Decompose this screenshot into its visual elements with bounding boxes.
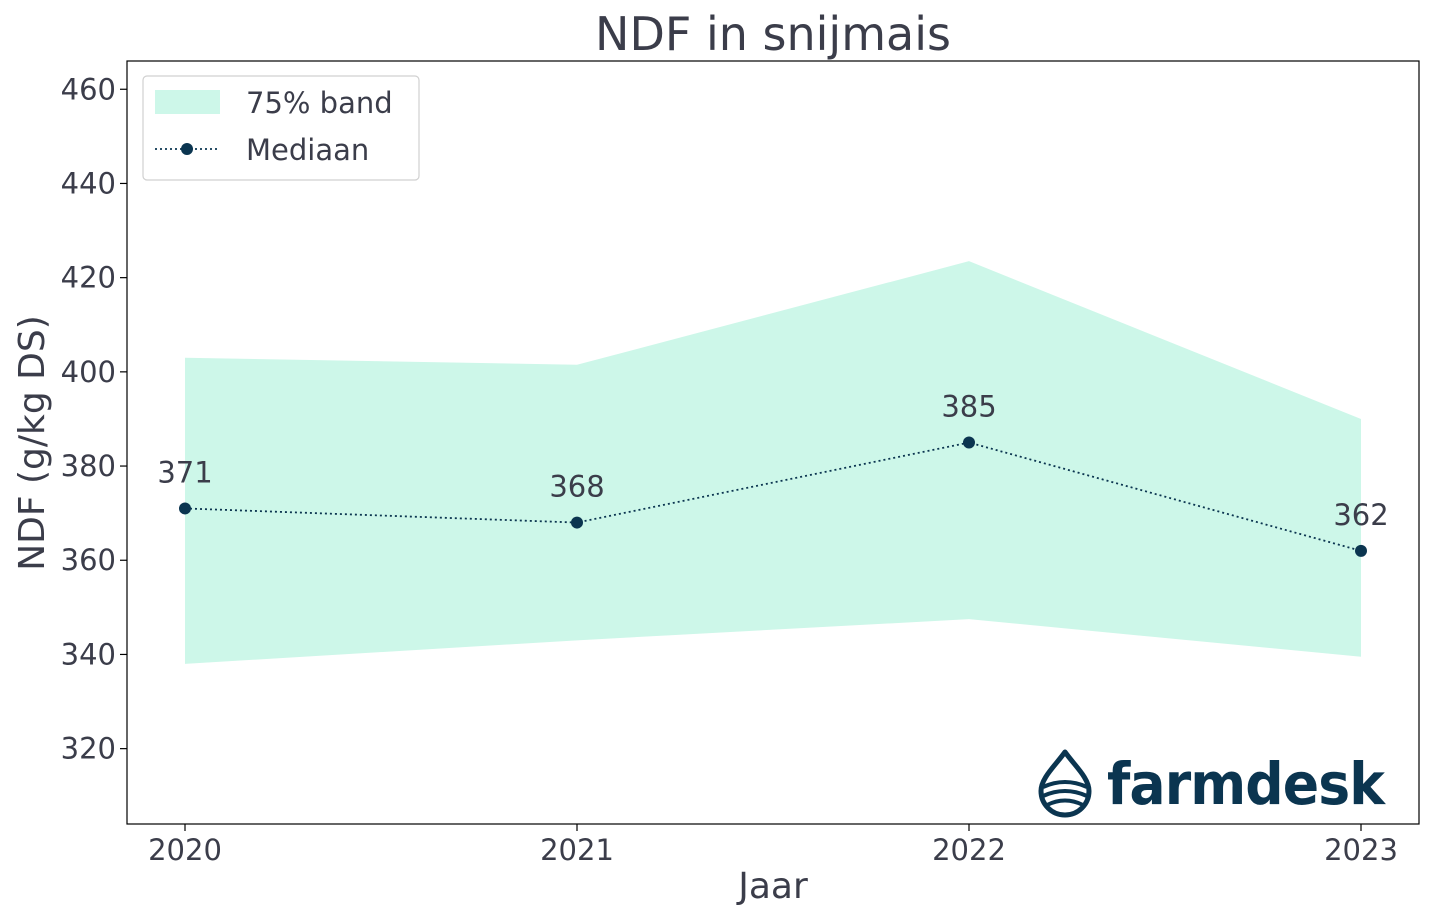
water-drop-icon — [1038, 749, 1092, 818]
logo-wordmark: farmdesk — [1107, 750, 1386, 818]
x-tick-label-2023: 2023 — [1324, 833, 1398, 867]
band-area — [185, 261, 1361, 664]
data-label-2023: 362 — [1333, 498, 1388, 532]
median-point-2020 — [179, 502, 191, 515]
y-tick-label-400: 400 — [61, 355, 116, 389]
data-labels: 371 368 385 362 — [157, 390, 1388, 532]
data-label-2021: 368 — [549, 470, 604, 504]
x-axis-label: Jaar — [736, 866, 808, 907]
legend-band-label: 75% band — [246, 86, 393, 120]
legend: 75% band Mediaan — [142, 75, 420, 181]
data-label-2020: 371 — [157, 455, 212, 489]
farmdesk-logo: farmdesk — [1038, 749, 1387, 818]
legend-median-marker — [181, 143, 193, 155]
median-line — [184, 441, 1362, 552]
median-point-2021 — [571, 516, 583, 529]
median-point-2022 — [963, 436, 975, 449]
legend-median-label: Mediaan — [246, 133, 369, 167]
y-tick-label-420: 420 — [61, 261, 116, 295]
median-point-2023 — [1355, 544, 1367, 557]
y-tick-label-320: 320 — [61, 732, 116, 766]
x-axis: 2020 2021 2022 2023 — [148, 824, 1398, 867]
y-tick-label-440: 440 — [61, 166, 116, 200]
chart-title: NDF in snijmais — [595, 7, 951, 61]
y-tick-label-360: 360 — [61, 543, 116, 577]
y-tick-label-380: 380 — [61, 449, 116, 483]
data-label-2022: 385 — [941, 390, 996, 424]
y-axis: 320 340 360 380 400 420 440 460 — [61, 72, 127, 766]
y-axis-label: NDF (g/kg DS) — [12, 315, 53, 571]
x-tick-label-2022: 2022 — [932, 833, 1006, 867]
median-layer — [179, 436, 1367, 557]
band-layer — [185, 261, 1361, 664]
x-tick-label-2020: 2020 — [148, 833, 222, 867]
y-tick-label-340: 340 — [61, 637, 116, 671]
plot-frame — [126, 60, 1420, 825]
x-tick-label-2021: 2021 — [540, 833, 614, 867]
legend-band-swatch — [155, 90, 220, 114]
y-tick-label-460: 460 — [61, 72, 116, 106]
